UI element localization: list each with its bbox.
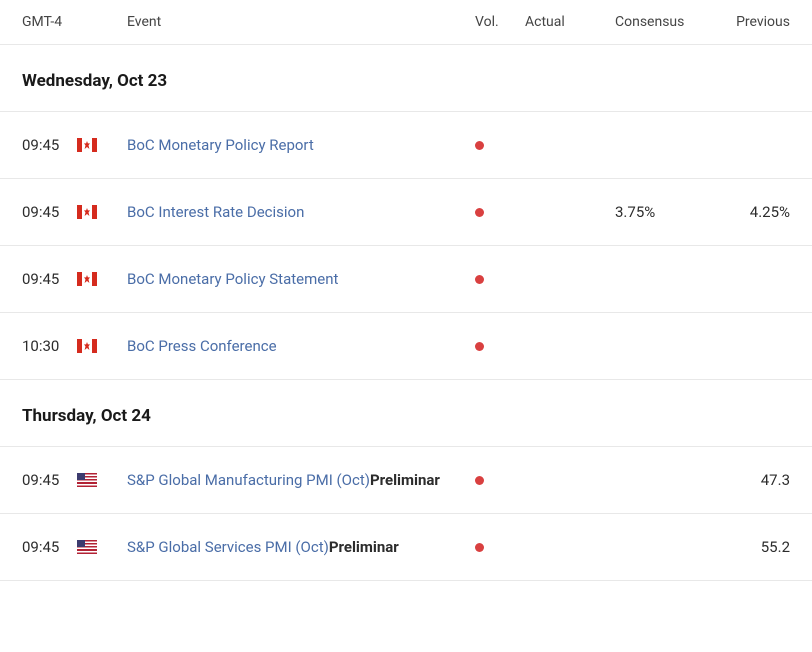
event-time: 10:30 (22, 337, 77, 355)
event-name: BoC Monetary Policy Statement (127, 270, 338, 288)
volatility-high-icon (475, 543, 484, 552)
event-volatility (475, 141, 525, 150)
event-row: 09:45 S&P Global Manufacturing PMI (Oct)P… (0, 447, 812, 514)
header-vol: Vol. (475, 14, 525, 30)
event-consensus: 3.75% (615, 203, 715, 221)
event-row: 10:30 BoC Press Conference (0, 313, 812, 380)
header-event: Event (127, 14, 475, 30)
event-name-cell: BoC Monetary Policy Statement (127, 270, 475, 288)
event-row: 09:45 BoC Monetary Policy Statement (0, 246, 812, 313)
event-country (77, 138, 127, 152)
header-actual: Actual (525, 14, 615, 30)
event-volatility (475, 342, 525, 351)
event-country (77, 540, 127, 554)
event-time: 09:45 (22, 270, 77, 288)
event-link[interactable]: S&P Global Services PMI (Oct)Preliminar (127, 538, 399, 556)
event-previous: 47.3 (715, 471, 790, 489)
event-name: S&P Global Services PMI (Oct) (127, 538, 329, 556)
header-consensus: Consensus (615, 14, 715, 30)
event-name-cell: S&P Global Manufacturing PMI (Oct)Prelim… (127, 471, 475, 489)
date-header: Wednesday, Oct 23 (0, 45, 812, 112)
event-name: BoC Interest Rate Decision (127, 203, 304, 221)
event-link[interactable]: S&P Global Manufacturing PMI (Oct)Prelim… (127, 471, 440, 489)
event-link[interactable]: BoC Interest Rate Decision (127, 203, 304, 221)
canada-flag-icon (77, 205, 97, 219)
date-header: Thursday, Oct 24 (0, 380, 812, 447)
event-country (77, 272, 127, 286)
canada-flag-icon (77, 138, 97, 152)
event-link[interactable]: BoC Monetary Policy Report (127, 136, 314, 154)
event-volatility (475, 275, 525, 284)
canada-flag-icon (77, 339, 97, 353)
us-flag-icon (77, 540, 97, 554)
event-time: 09:45 (22, 471, 77, 489)
event-country (77, 339, 127, 353)
event-name: BoC Press Conference (127, 337, 277, 355)
event-suffix: Preliminar (370, 471, 440, 489)
us-flag-icon (77, 473, 97, 487)
event-row: 09:45 S&P Global Services PMI (Oct)Prelim… (0, 514, 812, 581)
calendar-header-row: GMT-4 Event Vol. Actual Consensus Previo… (0, 0, 812, 45)
event-time: 09:45 (22, 538, 77, 556)
volatility-high-icon (475, 141, 484, 150)
canada-flag-icon (77, 272, 97, 286)
event-country (77, 473, 127, 487)
volatility-high-icon (475, 275, 484, 284)
volatility-high-icon (475, 208, 484, 217)
event-link[interactable]: BoC Monetary Policy Statement (127, 270, 338, 288)
event-row: 09:45 BoC Monetary Policy Report (0, 112, 812, 179)
event-link[interactable]: BoC Press Conference (127, 337, 277, 355)
event-time: 09:45 (22, 203, 77, 221)
event-row: 09:45 BoC Interest Rate Decision 3.75%4.25… (0, 179, 812, 246)
event-country (77, 205, 127, 219)
event-volatility (475, 476, 525, 485)
event-name-cell: BoC Interest Rate Decision (127, 203, 475, 221)
event-volatility (475, 543, 525, 552)
event-name: BoC Monetary Policy Report (127, 136, 314, 154)
volatility-high-icon (475, 476, 484, 485)
header-time: GMT-4 (22, 14, 77, 30)
event-name-cell: S&P Global Services PMI (Oct)Preliminar (127, 538, 475, 556)
calendar-body: Wednesday, Oct 23 09:45 BoC Monetary Polic… (0, 45, 812, 581)
event-time: 09:45 (22, 136, 77, 154)
event-suffix: Preliminar (329, 538, 399, 556)
event-name-cell: BoC Monetary Policy Report (127, 136, 475, 154)
event-previous: 4.25% (715, 203, 790, 221)
volatility-high-icon (475, 342, 484, 351)
event-volatility (475, 208, 525, 217)
event-name: S&P Global Manufacturing PMI (Oct) (127, 471, 370, 489)
event-name-cell: BoC Press Conference (127, 337, 475, 355)
event-previous: 55.2 (715, 538, 790, 556)
header-previous: Previous (715, 14, 790, 30)
